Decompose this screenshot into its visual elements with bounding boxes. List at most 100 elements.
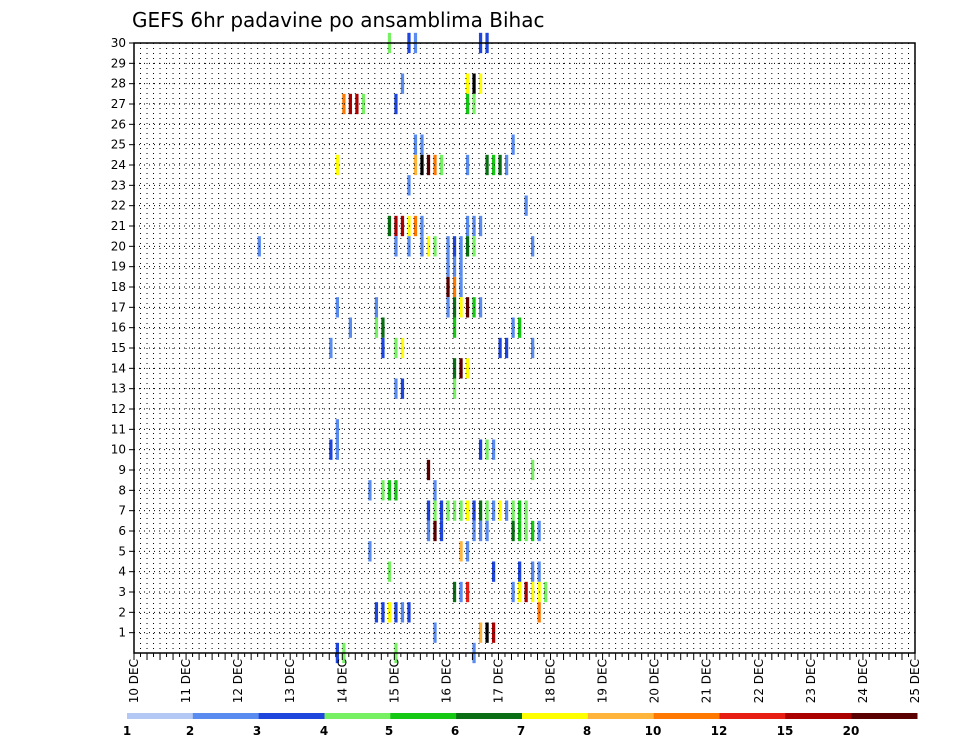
precip-cell [504, 500, 509, 521]
precip-cell [524, 195, 528, 216]
precip-cell [433, 520, 437, 542]
precip-cell [465, 236, 470, 257]
precip-cell [335, 419, 340, 440]
precip-cell [407, 602, 411, 623]
precip-cell [394, 602, 398, 623]
legend-swatch [719, 713, 786, 719]
precip-cell [433, 622, 437, 643]
precip-cell [400, 378, 405, 399]
x-tick-label: 22 DEC [752, 659, 766, 703]
legend-label: 10 [645, 724, 662, 738]
precip-cell [426, 459, 431, 481]
y-tick-label: 26 [111, 117, 126, 131]
precip-cell [420, 236, 424, 257]
legend-label: 4 [320, 724, 328, 738]
y-tick-label: 27 [111, 97, 126, 111]
precip-cell [335, 439, 340, 460]
legend-swatch [324, 713, 391, 719]
precip-cell [485, 154, 489, 176]
legend-label: 15 [777, 724, 794, 738]
legend-swatch [851, 713, 918, 719]
x-tick-label: 13 DEC [283, 659, 297, 703]
precip-cell [329, 439, 333, 460]
precip-cell [459, 297, 463, 318]
precip-cell [420, 154, 424, 176]
legend-label: 6 [451, 724, 459, 738]
y-tick-label: 16 [111, 321, 126, 335]
precip-cell [531, 236, 535, 257]
precip-cell [446, 297, 450, 318]
precip-cell [531, 561, 535, 582]
x-tick-label: 14 DEC [335, 659, 349, 703]
x-tick-label: 25 DEC [908, 659, 922, 703]
precip-cell [478, 215, 483, 237]
y-tick-label: 3 [118, 585, 126, 599]
precip-cell [485, 500, 489, 521]
precip-cell [491, 500, 496, 521]
y-tick-label: 9 [118, 463, 126, 477]
precip-cell [465, 358, 470, 379]
precip-cell [498, 500, 502, 521]
axes-layer: 1234567891011121314151617181920212223242… [111, 36, 922, 703]
precip-cell [374, 602, 379, 623]
precip-cell [381, 602, 385, 623]
precip-cell [407, 236, 411, 257]
y-tick-label: 14 [111, 361, 126, 375]
precip-cell [504, 337, 509, 359]
legend-label: 7 [517, 724, 525, 738]
precip-cell [407, 175, 411, 196]
x-tick-label: 17 DEC [491, 659, 505, 703]
y-tick-label: 1 [118, 626, 126, 640]
precip-cell [433, 500, 437, 521]
precip-cell [426, 154, 431, 176]
precip-cell [485, 439, 489, 460]
precip-cell [433, 236, 437, 257]
precip-cell [400, 602, 405, 623]
precip-cell [381, 337, 385, 359]
precip-cell [374, 317, 379, 338]
precip-cell [465, 93, 470, 115]
x-tick-label: 21 DEC [700, 659, 714, 703]
y-tick-label: 13 [111, 382, 126, 396]
legend-label: 2 [186, 724, 194, 738]
precip-cell [420, 215, 424, 237]
precip-cell [465, 581, 470, 603]
precip-cell [485, 622, 489, 643]
precip-cell [381, 480, 385, 501]
precip-cell [329, 337, 333, 359]
precip-cell [394, 236, 398, 257]
precip-cell [511, 317, 515, 338]
y-tick-label: 8 [118, 483, 126, 497]
x-tick-label: 19 DEC [596, 659, 610, 703]
x-tick-label: 11 DEC [179, 659, 193, 703]
y-tick-label: 24 [111, 158, 126, 172]
legend-label: 3 [253, 724, 261, 738]
precip-cell [355, 93, 359, 115]
precip-cell [504, 154, 509, 176]
precip-cell [446, 276, 450, 298]
legend-label: 5 [385, 724, 393, 738]
precip-cell [478, 520, 483, 542]
precip-cell [394, 215, 398, 237]
precip-cell [335, 154, 340, 176]
y-tick-label: 18 [111, 280, 126, 294]
legend-label: 1 [123, 724, 131, 738]
precip-cell [426, 500, 431, 521]
precip-cell [400, 73, 405, 94]
y-tick-label: 22 [111, 199, 126, 213]
precip-cell [374, 297, 379, 318]
precip-cell [544, 581, 548, 603]
legend-swatch [390, 713, 457, 719]
precip-cell [531, 581, 535, 603]
y-tick-label: 15 [111, 341, 126, 355]
precip-cell [459, 358, 463, 379]
legend-swatch [785, 713, 852, 719]
legend-label: 12 [711, 724, 728, 738]
y-tick-label: 17 [111, 300, 126, 314]
precip-cell [433, 154, 437, 176]
precip-cell [381, 317, 385, 338]
x-tick-label: 10 DEC [127, 659, 141, 703]
precip-cell [531, 520, 535, 542]
precip-cell [446, 236, 450, 257]
